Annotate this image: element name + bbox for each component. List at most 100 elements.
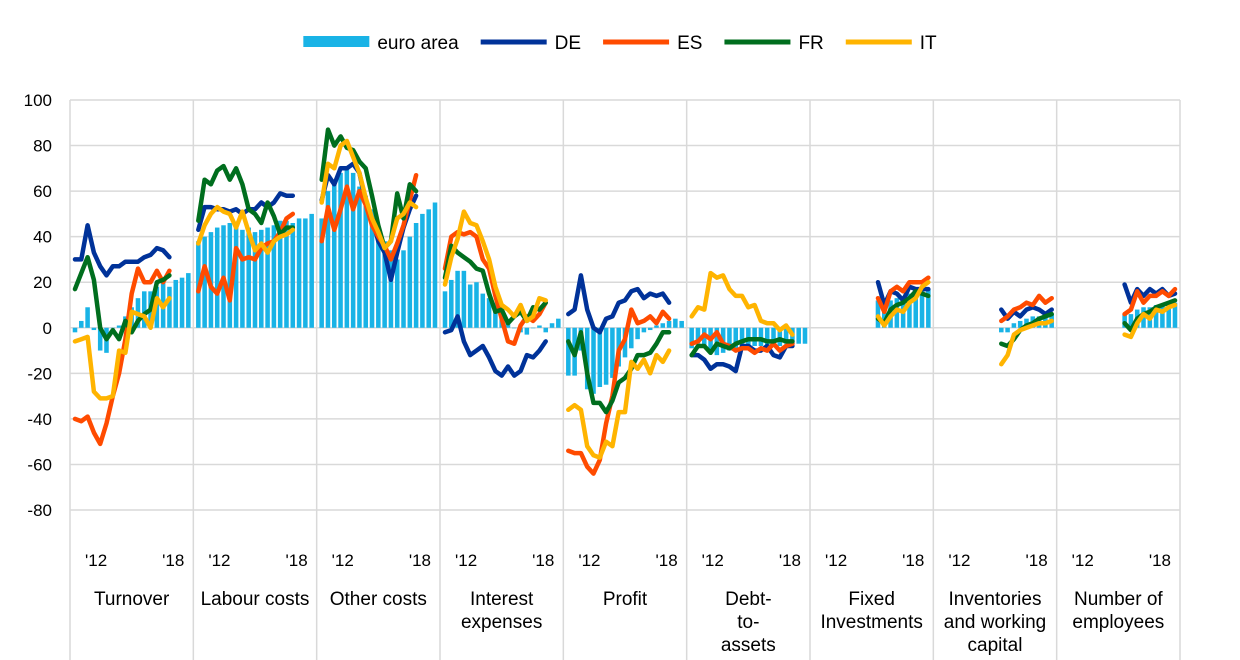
x-tick-label: '18 xyxy=(409,551,431,570)
bar-euro-area xyxy=(556,318,561,328)
bar-euro-area xyxy=(549,323,555,328)
bar-euro-area xyxy=(382,241,387,328)
bar-euro-area xyxy=(907,293,912,328)
panel-label: Fixed Investments xyxy=(820,589,922,633)
line-it xyxy=(875,279,931,328)
bar-euro-area xyxy=(259,229,264,328)
x-tick-label: '18 xyxy=(162,551,184,570)
line-de xyxy=(689,343,795,374)
bar-euro-area xyxy=(284,220,289,328)
bar-euro-area xyxy=(641,327,647,333)
line-it xyxy=(442,209,548,324)
bar-euro-area xyxy=(246,227,251,328)
y-tick-label: 0 xyxy=(43,319,52,338)
bar-euro-area xyxy=(689,327,694,349)
bar-euro-area xyxy=(467,284,473,328)
line-es xyxy=(72,266,172,447)
bar-euro-area xyxy=(179,277,185,328)
x-tick-label: '12 xyxy=(1072,551,1094,570)
bar-euro-area xyxy=(461,270,467,328)
x-tick-label: '18 xyxy=(656,551,678,570)
legend-label: FR xyxy=(798,33,823,54)
bar-euro-area xyxy=(647,327,653,331)
x-tick-label: '12 xyxy=(85,551,107,570)
bar-euro-area xyxy=(493,302,498,328)
bar-euro-area xyxy=(233,227,239,328)
y-tick-label: 80 xyxy=(33,137,52,156)
bar-euro-area xyxy=(584,327,590,390)
line-de xyxy=(442,314,548,378)
bar-euro-area xyxy=(309,213,314,328)
bar-euro-area xyxy=(783,327,789,344)
bar-euro-area xyxy=(894,298,900,328)
line-it xyxy=(1122,302,1178,340)
bar-euro-area xyxy=(116,325,122,328)
x-tick-label: '12 xyxy=(578,551,600,570)
bar-euro-area xyxy=(524,327,530,335)
legend-item-it: IT xyxy=(845,33,937,54)
bar-euro-area xyxy=(695,327,701,344)
x-tick-label: '12 xyxy=(208,551,230,570)
bar-euro-area xyxy=(141,291,147,328)
bar-euro-area xyxy=(999,327,1004,333)
line-it xyxy=(319,138,419,251)
x-tick-label: '12 xyxy=(825,551,847,570)
bar-euro-area xyxy=(1160,305,1165,328)
panel-separators xyxy=(69,100,1181,660)
bar-euro-area xyxy=(875,300,881,328)
bar-euro-area xyxy=(666,320,672,328)
bar-euro-area xyxy=(654,325,659,328)
bar-euro-area xyxy=(432,202,438,328)
bar-euro-area xyxy=(733,327,739,349)
bar-euro-area xyxy=(597,327,603,387)
bar-euro-area xyxy=(566,327,571,376)
bar-euro-area xyxy=(758,327,764,346)
line-fr xyxy=(319,127,419,251)
bar-euro-area xyxy=(771,327,776,346)
panel-label: Interest expenses xyxy=(461,589,542,633)
bar-euro-area xyxy=(610,327,615,378)
y-tick-label: 40 xyxy=(33,228,52,247)
line-fr xyxy=(196,163,296,237)
line-it xyxy=(689,270,795,337)
bar-euro-area xyxy=(363,195,369,328)
bar-euro-area xyxy=(91,327,97,331)
bar-euro-area xyxy=(394,259,400,328)
bar-euro-area xyxy=(227,223,233,328)
bar-euro-area xyxy=(679,320,684,328)
y-tick-label: -20 xyxy=(27,364,52,383)
x-tick-label: '18 xyxy=(1149,551,1171,570)
bar-euro-area xyxy=(505,323,511,328)
bar-euro-area xyxy=(338,172,343,328)
bar-euro-area xyxy=(303,218,308,328)
bar-euro-area xyxy=(913,293,919,328)
panel-label: Profit xyxy=(603,589,648,610)
x-tick-label: '18 xyxy=(902,551,924,570)
line-it xyxy=(566,348,672,460)
line-fr xyxy=(689,336,795,358)
bar-euro-area xyxy=(926,289,931,328)
bar-euro-area xyxy=(186,273,191,328)
panel-interest-expenses: '12 '18 Interest expenses xyxy=(442,209,561,633)
bar-euro-area xyxy=(777,327,783,346)
panel-label: Inventories and working capital xyxy=(944,589,1046,656)
bar-euro-area xyxy=(673,318,678,328)
bar-euro-area xyxy=(511,327,517,329)
bar-euro-area xyxy=(591,327,596,394)
bar-euro-area xyxy=(727,327,732,351)
bar-euro-area xyxy=(739,327,745,346)
line-fr xyxy=(72,254,172,342)
panel-labour-costs: '12 '18 Labour costs xyxy=(196,163,314,610)
bar-euro-area xyxy=(388,250,394,328)
bar-euro-area xyxy=(331,182,337,328)
bar-euro-area xyxy=(72,327,78,333)
bar-euro-area xyxy=(881,307,887,328)
line-it xyxy=(196,204,296,255)
line-it xyxy=(999,318,1054,367)
bar-euro-area xyxy=(319,218,324,328)
bar-euro-area xyxy=(202,236,207,328)
legend: euro area DE ES FR IT xyxy=(303,33,937,54)
bar-euro-area xyxy=(1153,305,1159,328)
bar-euro-area xyxy=(1005,327,1010,333)
